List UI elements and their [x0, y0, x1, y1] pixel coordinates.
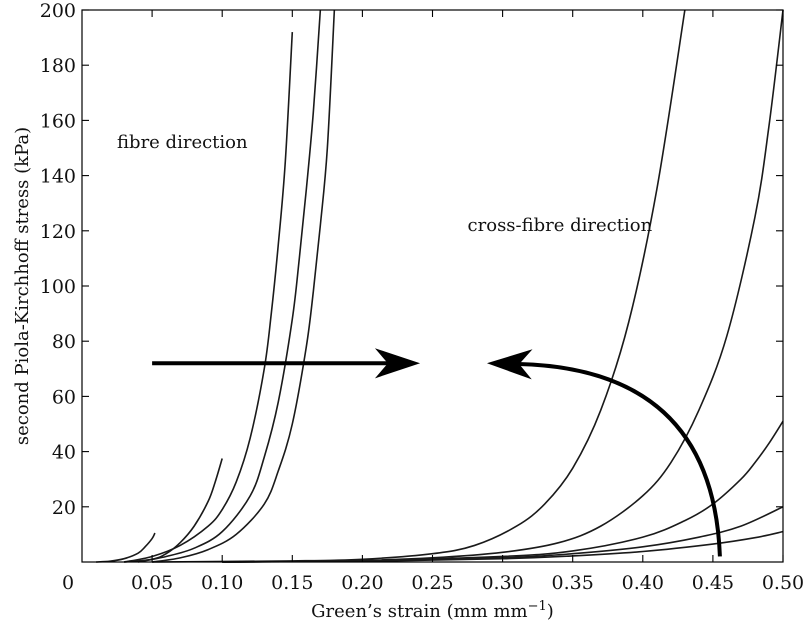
x-tick-label-4: 0.25: [411, 572, 453, 594]
fibre-curve-1: [95, 532, 156, 563]
x-axis-title-superscript: −1: [528, 599, 547, 614]
annotation-fibre-direction: fibre direction: [117, 132, 248, 153]
x-tick-label-2: 0.15: [271, 572, 313, 594]
y-tick-label-7: 160: [40, 110, 76, 132]
cross-fibre-curve-7: [222, 9, 784, 563]
y-tick-label-6: 140: [40, 166, 76, 188]
annotation-cross-fibre-direction: cross-fibre direction: [468, 215, 653, 236]
fibre-curve-5: [151, 9, 336, 563]
x-tick-label-1: 0.10: [201, 572, 243, 594]
x-tick-label-8: 0.45: [692, 572, 734, 594]
fibre-curve-2: [123, 458, 223, 563]
tick-labels-layer: 0.05 0.10 0.15 0.20 0.25 0.30 0.35 0.40 0.45 0.50…: [40, 0, 804, 594]
y-tick-label-1: 40: [52, 442, 76, 464]
fibre-curve-4: [137, 9, 322, 563]
origin-label: 0: [62, 572, 74, 594]
x-tick-label-9: 0.50: [762, 572, 804, 594]
fibre-curve-3: [123, 32, 294, 563]
y-tick-label-9: 200: [40, 0, 76, 22]
curved-arrow-shaft: [518, 362, 722, 557]
x-axis-title: Green’s strain (mm mm−1): [311, 599, 554, 622]
y-tick-label-3: 80: [52, 331, 76, 353]
cross-fibre-curve-8: [222, 420, 784, 563]
y-tick-label-0: 20: [52, 497, 76, 519]
x-tick-label-0: 0.05: [131, 572, 173, 594]
x-tick-label-6: 0.35: [552, 572, 594, 594]
curved-arrow-head: [486, 349, 533, 380]
plot-frame: [81, 9, 784, 563]
x-axis-title-main: Green’s strain (mm mm: [311, 601, 527, 622]
arrows-layer: [152, 348, 722, 557]
ticks-layer: [82, 9, 784, 562]
x-tick-label-3: 0.20: [341, 572, 383, 594]
cross-fibre-curve-6: [152, 9, 686, 563]
x-tick-label-7: 0.40: [622, 572, 664, 594]
y-tick-label-4: 100: [40, 276, 76, 298]
y-tick-label-5: 120: [40, 221, 76, 243]
x-axis-title-end: ): [547, 601, 554, 622]
y-tick-label-2: 60: [52, 386, 76, 408]
curves-layer: [95, 9, 784, 563]
y-tick-label-8: 180: [40, 55, 76, 77]
straight-arrow-head: [374, 348, 421, 379]
y-axis-title: second Piola-Kirchhoff stress (kPa): [12, 127, 33, 445]
x-tick-label-5: 0.30: [481, 572, 523, 594]
